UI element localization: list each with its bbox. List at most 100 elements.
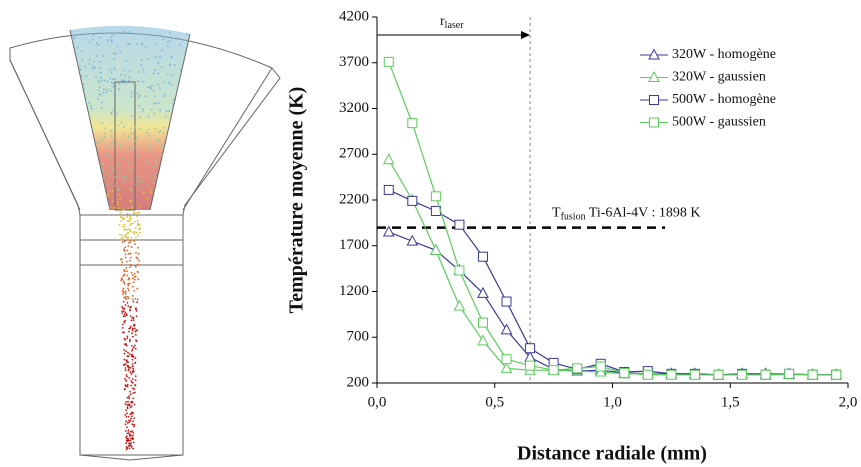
particle: [124, 235, 127, 238]
particle: [124, 423, 127, 426]
particle: [114, 176, 117, 178]
particle: [147, 115, 150, 118]
particle: [123, 69, 126, 72]
particle: [129, 309, 131, 312]
arrow-head: [521, 31, 531, 39]
particle: [99, 67, 101, 70]
particle: [128, 395, 131, 398]
particle: [124, 304, 127, 306]
particle: [136, 43, 139, 46]
particle: [134, 140, 137, 142]
particle: [100, 107, 103, 110]
particle: [129, 413, 132, 416]
legend-label: 320W - gaussien: [672, 70, 766, 85]
triangle-marker: [382, 225, 395, 237]
particle: [128, 277, 131, 280]
particle: [112, 109, 115, 112]
particle: [131, 91, 134, 94]
particle: [123, 358, 126, 361]
particle: [136, 179, 139, 182]
particle: [138, 260, 141, 262]
particle: [136, 215, 139, 218]
particle: [150, 145, 152, 148]
particle: [123, 349, 126, 351]
particle: [125, 260, 128, 263]
particle: [125, 298, 128, 301]
particle: [123, 388, 126, 390]
particle: [92, 34, 95, 36]
particle: [172, 98, 175, 101]
particle: [99, 71, 102, 74]
particle: [123, 352, 126, 355]
particle: [132, 370, 134, 373]
particle: [112, 82, 114, 85]
particle: [89, 41, 91, 44]
particle: [152, 102, 155, 105]
particle: [88, 101, 91, 104]
particle: [128, 330, 131, 333]
particle: [127, 365, 130, 367]
particle: [130, 442, 133, 445]
particle: [97, 44, 100, 47]
particle: [168, 110, 171, 112]
particle: [125, 436, 127, 439]
particle: [126, 426, 128, 429]
particle: [79, 65, 81, 68]
particle: [121, 323, 124, 326]
particle: [127, 355, 130, 358]
particle: [96, 42, 98, 44]
particle: [173, 64, 176, 67]
particle: [161, 154, 164, 157]
particle: [130, 180, 133, 183]
particle: [137, 222, 139, 225]
particle: [124, 378, 126, 380]
particle: [169, 31, 171, 34]
particle: [121, 178, 123, 181]
particle: [127, 305, 130, 307]
particle: [125, 344, 128, 347]
particle: [145, 184, 148, 187]
particle: [92, 67, 94, 70]
particle: [125, 360, 128, 362]
triangle-marker: [648, 48, 660, 60]
particle: [136, 257, 139, 260]
particle: [81, 58, 84, 61]
particle: [137, 278, 140, 280]
particle: [124, 414, 127, 416]
particle: [122, 315, 125, 318]
particle: [112, 200, 114, 203]
particle: [125, 442, 128, 445]
particle: [102, 162, 105, 165]
particle: [126, 212, 129, 215]
particle: [95, 141, 97, 143]
square-marker: [572, 363, 583, 374]
particle: [121, 234, 123, 237]
particle: [93, 60, 95, 63]
particle: [141, 42, 144, 45]
particle: [126, 237, 129, 240]
y-tick-label: 200: [347, 374, 370, 390]
particle: [138, 211, 141, 214]
particle: [127, 137, 129, 140]
particle: [133, 403, 136, 406]
particle: [128, 146, 131, 149]
particle: [115, 113, 117, 116]
particle: [126, 274, 128, 277]
particle: [110, 71, 113, 74]
y-axis-title: Température moyenne (K): [286, 87, 308, 314]
particle: [170, 55, 173, 58]
particle: [123, 313, 126, 316]
particle: [119, 171, 122, 174]
particle: [158, 102, 160, 104]
particle: [124, 239, 127, 242]
particle: [132, 447, 135, 450]
particle: [135, 212, 138, 215]
particle: [125, 435, 128, 438]
particle: [116, 45, 119, 48]
particle: [113, 68, 116, 71]
particle: [153, 182, 155, 184]
fusion-label: Tfusion Ti-6Al-4V : 1898 K: [552, 206, 700, 223]
particle: [138, 205, 141, 208]
legend-label: 500W - homogène: [672, 92, 776, 107]
particle: [127, 289, 130, 292]
